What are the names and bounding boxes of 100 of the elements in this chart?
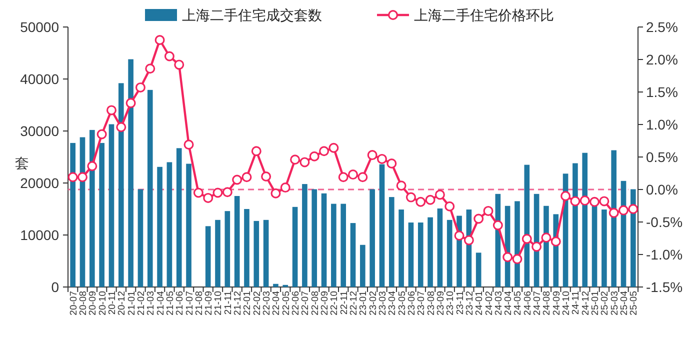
bar [292, 206, 298, 287]
point [454, 230, 464, 241]
bar [350, 223, 356, 287]
x-tick-label: 20-07 [68, 291, 80, 316]
bar [99, 142, 104, 287]
x-tick-label: 23-05 [396, 291, 408, 316]
point [570, 196, 580, 206]
point [242, 172, 252, 182]
point [77, 172, 88, 182]
x-tick-label: 23-01 [358, 291, 370, 316]
point [550, 236, 561, 246]
point [425, 194, 436, 205]
x-tick-label: 24-08 [542, 291, 553, 316]
x-tick-label: 21-05 [164, 291, 176, 316]
x-tick-label: 20-11 [106, 291, 118, 315]
x-tick-label: 22-08 [310, 291, 321, 316]
bar [263, 220, 269, 287]
x-tick-label: 22-11 [338, 291, 350, 315]
bar [524, 164, 530, 287]
x-tick-label: 21-12 [232, 291, 244, 316]
point [222, 187, 232, 198]
bar [476, 252, 482, 287]
point [492, 220, 503, 230]
legend-bar: 上海二手住宅成交套数 [145, 7, 322, 23]
x-tick-label: 23-02 [368, 291, 379, 316]
bar [147, 90, 153, 287]
x-tick-label: 21-06 [174, 291, 186, 316]
point [358, 172, 368, 182]
point [174, 60, 184, 70]
x-tick-label: 25-02 [600, 291, 611, 316]
point [68, 172, 78, 182]
x-tick-label: 22-10 [329, 291, 340, 316]
point [502, 252, 513, 262]
x-tick-label: 23-03 [377, 291, 388, 316]
bar [321, 193, 327, 287]
point [618, 205, 629, 216]
point [145, 64, 156, 74]
point [396, 180, 406, 191]
point [599, 196, 610, 206]
point [474, 214, 484, 224]
bar [128, 59, 134, 287]
x-tick-label: 22-03 [262, 291, 273, 316]
point [580, 196, 590, 206]
y2-tick-label: -1.0% [646, 246, 683, 262]
x-tick-label: 23-09 [435, 291, 446, 316]
point [376, 154, 387, 164]
point [444, 201, 455, 212]
bar [398, 210, 404, 287]
x-tick-label: 24-03 [493, 291, 504, 316]
point [483, 206, 494, 216]
point [367, 150, 378, 160]
y-tick-label: 50000 [20, 19, 60, 35]
x-tick-label: 22-12 [348, 291, 360, 316]
x-tick-label: 23-11 [454, 291, 466, 315]
bar [437, 208, 443, 287]
bar [234, 196, 240, 287]
x-tick-label: 21-01 [126, 291, 138, 316]
x-tick-label: 22-01 [242, 291, 254, 316]
point [116, 122, 126, 132]
x-tick-label: 25-01 [590, 291, 602, 316]
bar [302, 184, 308, 287]
x-tick-label: 24-09 [551, 291, 562, 316]
x-tick-label: 24-06 [522, 291, 534, 316]
bar [360, 244, 366, 287]
y-tick-label: 40000 [20, 71, 60, 87]
x-tick-label: 21-04 [155, 291, 166, 316]
point [212, 188, 223, 198]
bar [166, 162, 172, 287]
bar [418, 222, 424, 287]
point [232, 174, 242, 185]
x-tick-label: 23-04 [387, 291, 398, 316]
point [309, 151, 320, 162]
point [416, 196, 426, 207]
bar [331, 204, 336, 287]
point [203, 192, 214, 203]
point [280, 182, 290, 193]
bar [254, 220, 260, 287]
y-tick-label: 30000 [20, 123, 60, 139]
point [154, 35, 165, 45]
x-tick-label: 21-02 [136, 291, 147, 316]
point [261, 172, 272, 182]
point [87, 161, 98, 172]
x-tick-label: 21-03 [146, 291, 157, 316]
y2-tick-label: 0.5% [646, 149, 678, 165]
bar [215, 220, 220, 287]
bar [224, 211, 230, 287]
bar [176, 148, 182, 287]
y2-tick-label: -0.5% [646, 214, 683, 230]
bar [205, 226, 211, 287]
bar [408, 222, 414, 287]
x-tick-label: 23-12 [464, 291, 476, 316]
y2-tick-label: -1.5% [646, 279, 683, 295]
bar [602, 210, 607, 287]
legend-label: 上海二手住宅价格环比 [414, 7, 554, 23]
bar [379, 164, 385, 287]
x-tick-label: 24-10 [561, 291, 572, 316]
bar [312, 189, 318, 287]
y-tick-label: 10000 [20, 227, 60, 243]
x-tick-label: 22-09 [320, 291, 331, 316]
x-tick-label: 22-06 [290, 291, 302, 316]
